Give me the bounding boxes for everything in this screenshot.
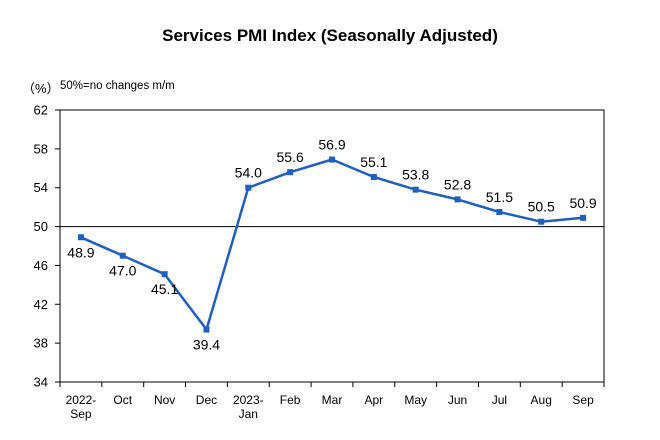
x-tick-label: Jun	[448, 393, 467, 407]
x-tick-label: Oct	[113, 393, 132, 407]
data-label: 55.6	[277, 149, 304, 165]
y-tick-label: 50	[34, 219, 48, 234]
x-tick-label: Dec	[196, 393, 217, 407]
series-line: 48.9 47.0 45.1 39.4 54.0 55.6 56.9 55.1 53.8 52.8…	[67, 137, 597, 353]
data-label: 50.5	[528, 199, 555, 215]
x-tick-label: Apr	[365, 393, 384, 407]
x-tick-label: Sep	[572, 393, 594, 407]
data-point-marker	[287, 169, 294, 176]
y-unit-label: （%）	[22, 81, 60, 96]
x-axis: 2022-Sep Oct Nov Dec 2023-Jan Feb Mar Apr May Jun…	[59, 382, 605, 421]
data-label: 55.1	[360, 154, 387, 170]
data-label: 56.9	[318, 137, 345, 153]
x-tick-label: Feb	[280, 393, 301, 407]
y-tick-label: 42	[34, 297, 48, 312]
y-tick-label: 46	[34, 258, 48, 273]
x-tick-label: Mar	[322, 393, 343, 407]
data-point-marker	[496, 209, 503, 215]
x-tick-label: May	[404, 393, 427, 407]
data-label: 51.5	[486, 189, 513, 205]
data-label: 52.8	[444, 176, 471, 192]
y-tick-label: 34	[34, 375, 48, 390]
x-tick-label: Aug	[531, 393, 552, 407]
x-tick-label: 2023-Jan	[233, 393, 264, 421]
y-tick-label: 38	[34, 336, 48, 351]
data-point-marker	[538, 218, 545, 225]
series-polyline	[80, 158, 584, 331]
y-tick-label: 54	[34, 180, 48, 195]
y-axis: 34 38 42 46 50 54 58 62	[34, 103, 604, 390]
data-point-marker	[245, 184, 252, 191]
x-tick-label: 2022-Sep	[66, 393, 97, 421]
data-point-marker	[329, 156, 335, 163]
data-point-marker	[203, 326, 210, 333]
data-point-marker	[370, 174, 377, 181]
data-point-marker	[161, 271, 168, 278]
data-label: 53.8	[402, 167, 429, 183]
chart-title: Services PMI Index (Seasonally Adjusted)	[162, 26, 498, 45]
data-label: 48.9	[67, 244, 94, 260]
data-point-marker	[580, 214, 587, 221]
data-label: 45.1	[151, 281, 178, 297]
reference-note: 50%=no changes m/m	[60, 80, 175, 92]
y-tick-label: 58	[34, 141, 48, 156]
data-point-marker	[119, 252, 126, 259]
data-label: 39.4	[193, 337, 220, 353]
plot-area-border	[59, 109, 605, 383]
x-tick-label: Jul	[492, 393, 507, 407]
data-label: 54.0	[235, 165, 262, 181]
data-label: 47.0	[109, 263, 136, 279]
data-label: 50.9	[569, 195, 596, 211]
data-point-marker	[454, 196, 461, 203]
data-point-marker	[77, 234, 84, 241]
y-tick-label: 62	[34, 103, 48, 118]
x-tick-label: Nov	[154, 393, 175, 407]
data-point-marker	[412, 186, 419, 193]
